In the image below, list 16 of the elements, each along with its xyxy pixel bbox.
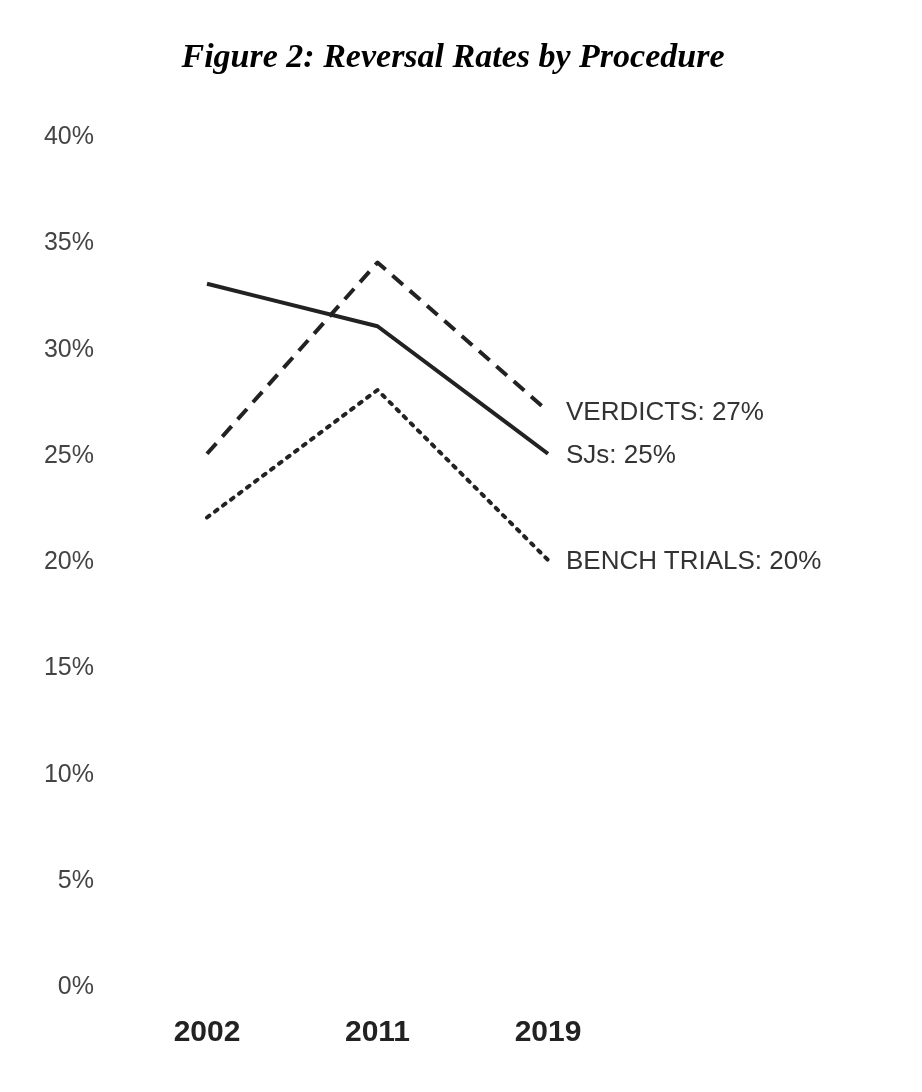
x-tick-label: 2011 <box>344 1014 411 1047</box>
y-tick-label: 30% <box>43 333 94 362</box>
y-tick-label: 35% <box>43 227 94 256</box>
y-tick-label: 10% <box>43 758 94 787</box>
series-label: BENCH TRIALS: 20% <box>566 545 822 575</box>
y-tick-label: 0% <box>57 971 94 999</box>
y-tick-label: 20% <box>43 546 94 574</box>
x-tick-label: 2019 <box>514 1014 582 1047</box>
y-tick-label: 25% <box>43 439 94 468</box>
y-tick-label: 40% <box>43 121 94 149</box>
chart-title: Figure 2: Reversal Rates by Procedure <box>180 37 725 74</box>
x-tick-label: 2002 <box>173 1014 241 1047</box>
series-label: VERDICTS: 27% <box>566 396 764 427</box>
series-label: SJs: 25% <box>566 438 676 469</box>
y-tick-label: 15% <box>43 652 94 681</box>
y-tick-label: 5% <box>57 864 94 893</box>
